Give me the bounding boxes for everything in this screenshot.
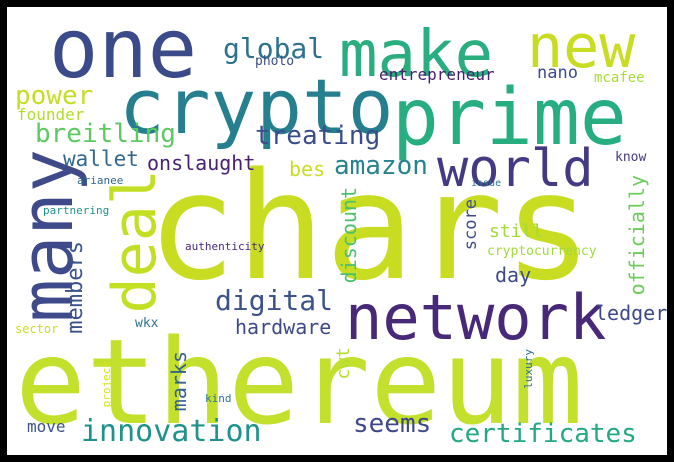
word-ethereum: ethereum: [15, 313, 584, 451]
word-seems: seems: [353, 409, 432, 439]
word-entrepreneur: entrepreneur: [379, 65, 495, 84]
word-deal: deal: [100, 169, 170, 314]
word-cloud: chars ethereum one make new crypto prime…: [7, 7, 667, 455]
word-members: members: [63, 241, 88, 334]
word-cryptocurrency: cryptocurrency: [487, 244, 597, 259]
word-digital: digital: [215, 284, 334, 317]
word-mcafee: mcafee: [594, 70, 645, 86]
word-certificates: certificates: [449, 419, 637, 449]
word-day: day: [495, 263, 532, 287]
word-network: network: [345, 281, 607, 354]
word-power: power: [15, 81, 94, 111]
word-make: make: [339, 18, 494, 92]
word-bes: bes: [289, 157, 326, 181]
word-crypto: crypto: [119, 62, 394, 151]
word-officially: officially: [625, 175, 649, 296]
word-treating: treating: [255, 121, 381, 151]
word-prime: prime: [392, 73, 627, 163]
word-chars: chars: [147, 141, 593, 313]
word-project: project: [100, 361, 113, 408]
word-onslaught: onslaught: [147, 151, 256, 175]
word-amazon: amazon: [334, 151, 428, 181]
word-authenticity: authenticity: [185, 240, 265, 253]
word-luxury: luxury: [522, 349, 535, 389]
word-issue: issue: [471, 178, 502, 189]
word-hardware: hardware: [235, 315, 332, 339]
word-partnering: partnering: [43, 204, 110, 217]
word-arianee: arianee: [77, 174, 124, 187]
word-ledger: ledger: [595, 301, 667, 325]
word-breitling: breitling: [35, 119, 176, 149]
word-marks: marks: [167, 351, 191, 412]
word-score: score: [461, 199, 481, 251]
word-one: one: [49, 7, 198, 97]
word-wkx: wkx: [135, 316, 159, 331]
word-move: move: [27, 417, 66, 436]
word-global: global: [223, 32, 325, 65]
word-new: new: [527, 12, 636, 82]
word-sector: sector: [15, 322, 59, 336]
word-cwt: cwt: [333, 347, 354, 380]
word-nano: nano: [537, 63, 578, 83]
word-wallet: wallet: [63, 147, 139, 171]
word-photo: photo: [255, 54, 295, 69]
word-still: still: [489, 221, 544, 242]
word-know: know: [615, 150, 647, 165]
word-founder: founder: [17, 105, 85, 124]
word-discount: discount: [337, 187, 361, 284]
word-world: world: [437, 139, 594, 199]
word-innovation: innovation: [81, 414, 262, 449]
word-kind: kind: [205, 392, 232, 405]
